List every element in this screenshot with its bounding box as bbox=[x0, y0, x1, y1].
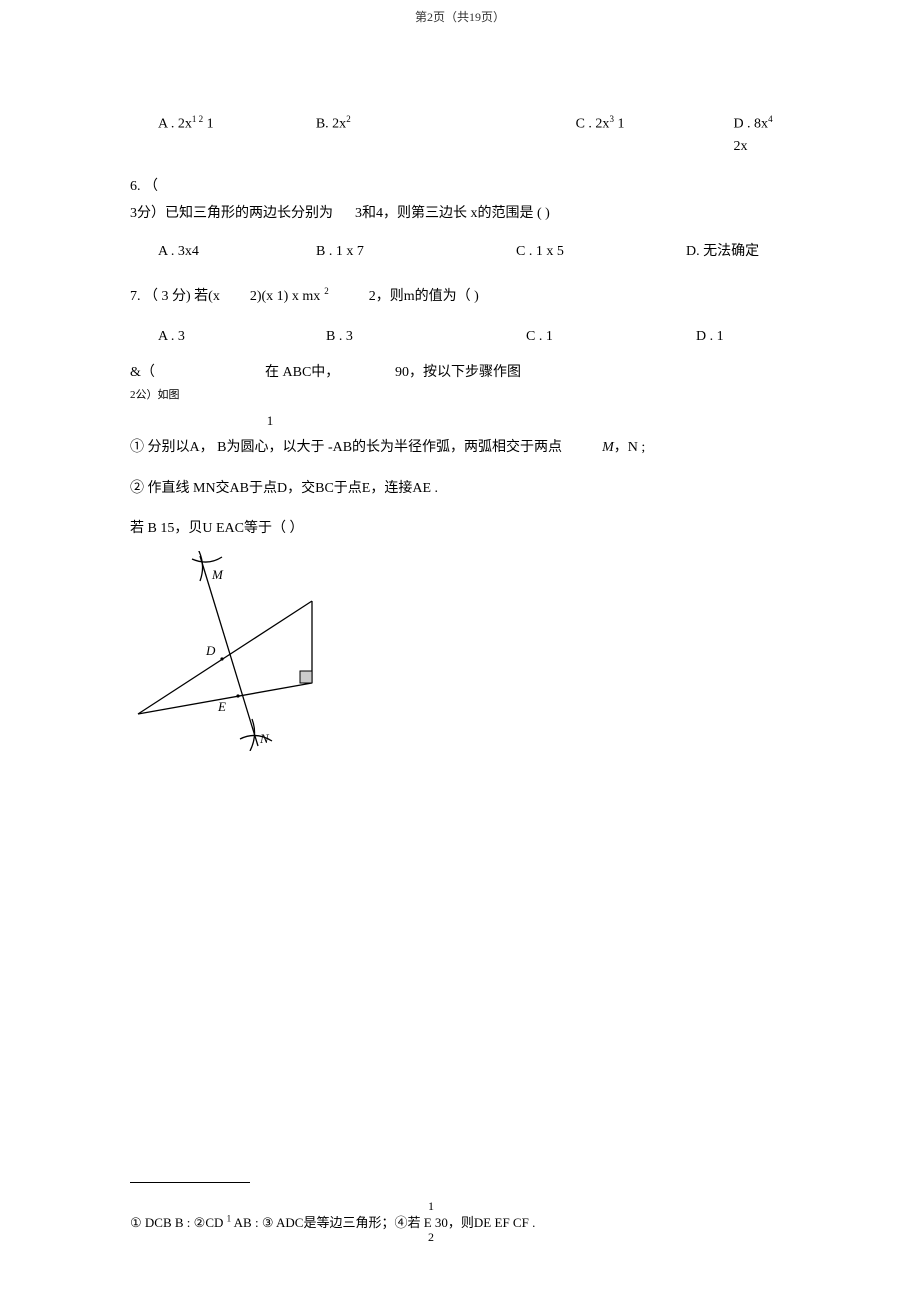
page-header: 第2页（共19页） bbox=[0, 0, 920, 25]
q6-num: 6. （ bbox=[130, 176, 790, 198]
label-d: D bbox=[205, 643, 216, 658]
fn-frac-top: 1 bbox=[428, 1200, 790, 1212]
fn-a: ① DCB B : ②CD bbox=[130, 1215, 227, 1230]
q6-opt-c: C . 1 x 5 bbox=[516, 241, 686, 263]
q8-step1-a: ① 分别以A， B为圆心，以大于 -AB的长为半径作弧，两弧相交于两点 bbox=[130, 437, 562, 459]
q5-opt-b: B. 2x2 bbox=[316, 112, 576, 158]
q7-num: 7. （ 3 分) 若(x bbox=[130, 286, 220, 308]
q7-tail: 2，则m的值为（ ) bbox=[369, 286, 479, 308]
q5-options: A . 2x1 2 1 B. 2x2 C . 2x3 1 D . 8x4 2x bbox=[130, 112, 790, 158]
footnote-rule bbox=[130, 1182, 250, 1183]
fn-b: AB : ③ ADC是等边三角形；④若 E 30，则DE EF CF . bbox=[231, 1215, 535, 1230]
q6-options: A . 3x4 B . 1 x 7 C . 1 x 5 D. 无法确定 bbox=[130, 241, 790, 263]
q5-a-text: A . 2x bbox=[158, 117, 192, 132]
q8-l1b: 在 ABC中， bbox=[265, 362, 395, 384]
construction-diagram-icon: M D E N bbox=[130, 551, 340, 751]
q6-opt-b: B . 1 x 7 bbox=[316, 241, 516, 263]
q8-half-frac: 1 bbox=[260, 414, 280, 427]
q7-options: A . 3 B . 3 C . 1 D . 1 bbox=[130, 326, 790, 348]
q8-step1: ① 分别以A， B为圆心，以大于 -AB的长为半径作弧，两弧相交于两点 M ，N… bbox=[130, 437, 790, 459]
q8-l1a: &（ bbox=[130, 362, 265, 384]
q5-b-text: B. 2x bbox=[316, 117, 346, 132]
q6-stem-right: 3和4，则第三边长 x的范围是 ( ) bbox=[355, 203, 550, 225]
fn-frac-bot: 2 bbox=[428, 1231, 790, 1243]
footnote-line: ① DCB B : ②CD 1 AB : ③ ADC是等边三角形；④若 E 30… bbox=[130, 1212, 790, 1231]
q6-opt-d: D. 无法确定 bbox=[686, 241, 759, 263]
q5-opt-d: D . 8x4 2x bbox=[733, 112, 790, 158]
q5-opt-c: C . 2x3 1 bbox=[576, 112, 734, 158]
q5-b-sup: 2 bbox=[346, 114, 351, 124]
q6-stem: 3分）已知三角形的两边长分别为 3和4，则第三边长 x的范围是 ( ) bbox=[130, 203, 790, 225]
q5-a-tail: 1 bbox=[203, 117, 214, 132]
q7-opt-c: C . 1 bbox=[526, 326, 696, 348]
q6-stem-left: 3分）已知三角形的两边长分别为 bbox=[130, 203, 355, 225]
q8-line1: &（ 在 ABC中， 90，按以下步骤作图 bbox=[130, 362, 790, 384]
q8-figure: M D E N bbox=[130, 551, 790, 759]
label-m: M bbox=[211, 567, 224, 582]
q7-opt-a: A . 3 bbox=[158, 326, 326, 348]
q8-half-top: 1 bbox=[267, 413, 274, 428]
q5-c-text: C . 2x bbox=[576, 117, 610, 132]
label-n: N bbox=[259, 731, 270, 746]
label-e: E bbox=[217, 699, 226, 714]
q6-num-text: 6. （ bbox=[130, 176, 158, 198]
page-content: A . 2x1 2 1 B. 2x2 C . 2x3 1 D . 8x4 2x … bbox=[130, 112, 790, 759]
footnote: 1 ① DCB B : ②CD 1 AB : ③ ADC是等边三角形；④若 E … bbox=[130, 1200, 790, 1243]
q7-sup: 2 bbox=[324, 284, 329, 298]
q8-step1-m: M bbox=[602, 437, 614, 459]
q5-d-sup: 4 bbox=[768, 114, 773, 124]
q5-d-text: D . 8x bbox=[733, 117, 768, 132]
q5-c-tail: 1 bbox=[614, 117, 625, 132]
q5-opt-a: A . 2x1 2 1 bbox=[158, 112, 316, 158]
q8-l1c: 90，按以下步骤作图 bbox=[395, 362, 521, 384]
q7-mid: 2)(x 1) x mx bbox=[250, 286, 320, 308]
q8-step2: ② 作直线 MN交AB于点D，交BC于点E，连接AE . bbox=[130, 478, 790, 500]
q7-opt-b: B . 3 bbox=[326, 326, 526, 348]
q6-opt-a: A . 3x4 bbox=[158, 241, 316, 263]
q7-opt-d: D . 1 bbox=[696, 326, 724, 348]
q8-small: 2公）如图 bbox=[130, 387, 790, 405]
q8-step1-b: ，N ; bbox=[614, 437, 646, 459]
q7-stem: 7. （ 3 分) 若(x 2)(x 1) x mx 2 2，则m的值为（ ) bbox=[130, 286, 790, 308]
q5-a-sup: 1 2 bbox=[192, 114, 203, 124]
q5-d-tail: 2x bbox=[733, 139, 747, 154]
q8-last: 若 B 15，贝U EAC等于（ ） bbox=[130, 518, 790, 540]
